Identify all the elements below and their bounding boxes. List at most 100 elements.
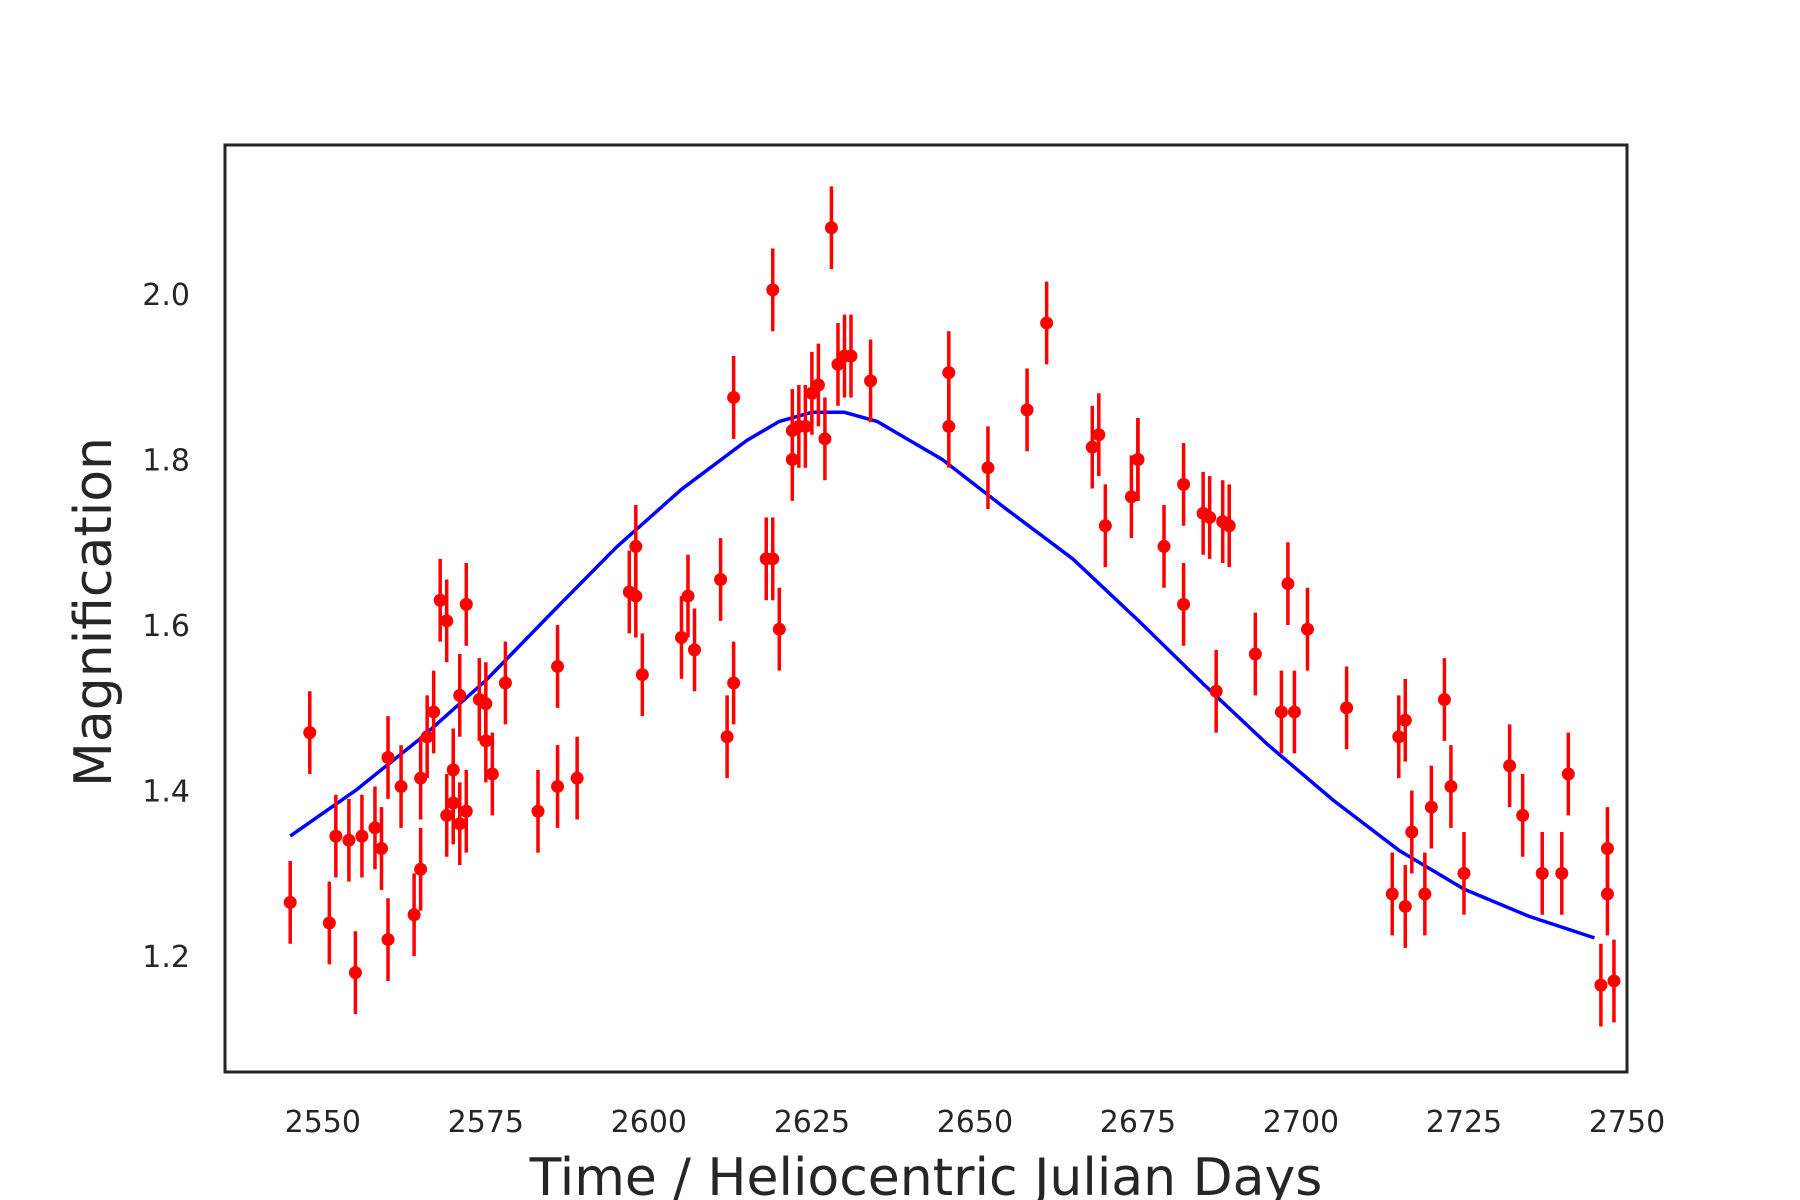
- data-point: [381, 750, 395, 764]
- data-point: [1020, 403, 1034, 417]
- data-point: [485, 767, 499, 781]
- x-tick-label: 2625: [774, 1105, 850, 1140]
- fit-curve: [289, 410, 1595, 940]
- data-point: [1209, 684, 1223, 698]
- data-point: [629, 539, 643, 553]
- y-tick-label: 1.8: [142, 444, 190, 479]
- data-point: [1392, 730, 1406, 744]
- data-point: [1098, 519, 1112, 533]
- data-point: [375, 842, 389, 856]
- data-point: [674, 630, 688, 644]
- data-point: [440, 808, 454, 822]
- data-point: [629, 589, 643, 603]
- data-point: [453, 688, 467, 702]
- data-point: [348, 966, 362, 980]
- data-point: [811, 378, 825, 392]
- data-point: [368, 821, 382, 835]
- data-point: [479, 734, 493, 748]
- data-point: [818, 432, 832, 446]
- data-point: [570, 771, 584, 785]
- data-point: [1600, 842, 1614, 856]
- data-point: [1131, 453, 1145, 467]
- data-point: [714, 573, 728, 587]
- data-point: [1437, 693, 1451, 707]
- data-point: [1287, 705, 1301, 719]
- data-point: [1405, 825, 1419, 839]
- data-point: [551, 779, 565, 793]
- data-point: [414, 771, 428, 785]
- data-point: [688, 643, 702, 657]
- data-point: [342, 833, 356, 847]
- data-point: [1177, 597, 1191, 611]
- data-point: [1457, 866, 1471, 880]
- data-point: [1157, 539, 1171, 553]
- data-point: [1535, 866, 1549, 880]
- data-point: [329, 829, 343, 843]
- data-point: [1203, 510, 1217, 524]
- data-point: [864, 374, 878, 388]
- data-point: [1248, 647, 1262, 661]
- data-point: [1177, 477, 1191, 491]
- x-tick-label: 2675: [1100, 1105, 1176, 1140]
- data-point: [1398, 899, 1412, 913]
- y-axis-label: Magnification: [64, 437, 124, 787]
- plot-frame: [223, 143, 1629, 1074]
- data-point: [1300, 622, 1314, 636]
- x-tick-label: 2725: [1426, 1105, 1502, 1140]
- data-point: [1561, 767, 1575, 781]
- x-tick-label: 2575: [448, 1105, 524, 1140]
- y-tick-label: 2.0: [142, 278, 190, 313]
- data-point: [1124, 490, 1138, 504]
- data-point: [1555, 866, 1569, 880]
- data-point: [551, 659, 565, 673]
- data-point: [1281, 577, 1295, 591]
- data-point: [785, 453, 799, 467]
- plot-area: [283, 186, 1621, 1027]
- data-point: [772, 622, 786, 636]
- data-point: [1274, 705, 1288, 719]
- data-point: [981, 461, 995, 475]
- y-tick-label: 1.4: [142, 775, 190, 810]
- x-tick-label: 2550: [285, 1105, 361, 1140]
- axes: 2550 2575 2600 2625 2650 2675 2700 2725 2750 1.2 1…: [142, 143, 1665, 1140]
- data-point: [407, 908, 421, 922]
- data-point: [1398, 713, 1412, 727]
- data-point: [1092, 428, 1106, 442]
- data-point: [727, 390, 741, 404]
- data-point: [942, 366, 956, 380]
- data-point: [1040, 316, 1054, 330]
- x-axis-label: Time / Heliocentric Julian Days: [529, 1148, 1323, 1200]
- data-point: [531, 804, 545, 818]
- data-point: [1516, 808, 1530, 822]
- data-point: [720, 730, 734, 744]
- data-point: [727, 676, 741, 690]
- data-point: [453, 817, 467, 831]
- data-point: [1340, 701, 1354, 715]
- x-tick-label: 2700: [1263, 1105, 1339, 1140]
- data-point: [942, 419, 956, 433]
- data-point: [798, 419, 812, 433]
- data-point: [1444, 779, 1458, 793]
- data-point: [766, 283, 780, 297]
- data-point: [459, 597, 473, 611]
- data-point: [433, 593, 447, 607]
- data-point: [1424, 800, 1438, 814]
- data-point: [1600, 887, 1614, 901]
- y-tick-label: 1.2: [142, 940, 190, 975]
- x-tick-label: 2750: [1589, 1105, 1665, 1140]
- data-point: [1085, 440, 1099, 454]
- data-point: [459, 804, 473, 818]
- y-tick-label: 1.6: [142, 609, 190, 644]
- data-point: [446, 796, 460, 810]
- data-point: [1385, 887, 1399, 901]
- data-point: [420, 730, 434, 744]
- x-tick-label: 2650: [937, 1105, 1013, 1140]
- data-point: [283, 895, 297, 909]
- data-point: [1607, 974, 1621, 988]
- data-point: [355, 829, 369, 843]
- data-point: [1222, 519, 1236, 533]
- data-point: [381, 933, 395, 947]
- x-tick-label: 2600: [611, 1105, 687, 1140]
- data-point: [1418, 887, 1432, 901]
